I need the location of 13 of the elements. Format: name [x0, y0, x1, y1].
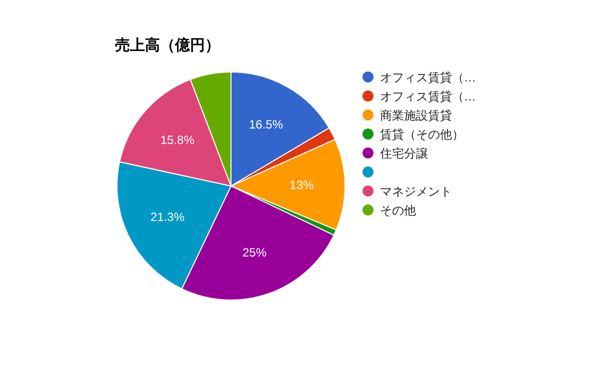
- data-label: 13%: [290, 178, 314, 192]
- data-label: 15.8%: [160, 132, 195, 147]
- chart-title: 売上高（億円）: [115, 36, 220, 54]
- legend-label: 商業施設賃貸: [380, 108, 452, 122]
- data-label: 16.5%: [249, 118, 284, 132]
- legend-label: マネジメント: [380, 184, 452, 198]
- legend-label: 賃貸（その他）: [380, 128, 464, 142]
- legend-label: オフィス賃貸（…: [380, 90, 476, 104]
- legend-label: オフィス賃貸（…: [380, 70, 476, 84]
- data-label: 21.3%: [150, 210, 185, 224]
- legend-label: 住宅分譲: [379, 146, 428, 160]
- data-label: 25%: [242, 246, 267, 260]
- legend-label: その他: [380, 204, 416, 218]
